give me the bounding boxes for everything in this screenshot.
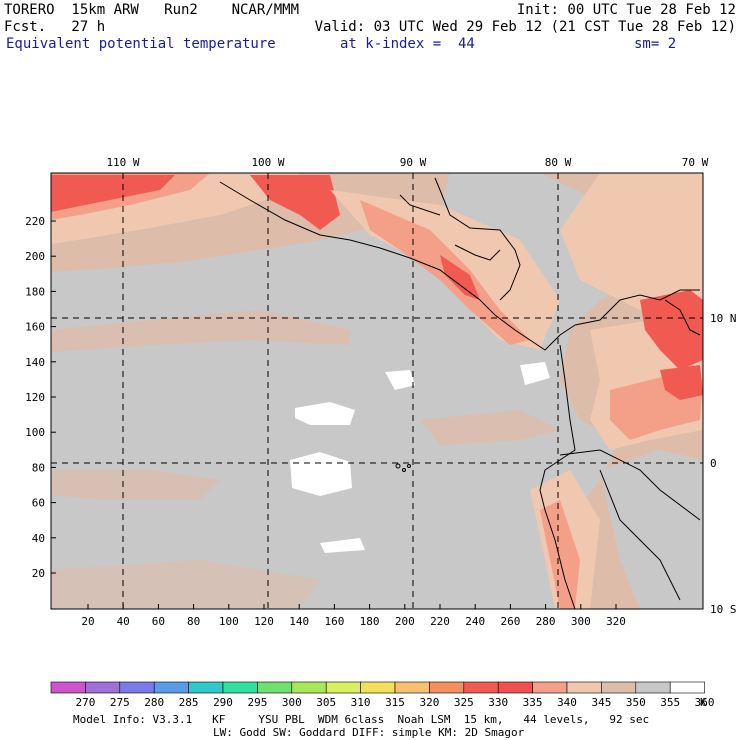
y-tick-label: 180 <box>25 285 45 298</box>
x-tick-label: 40 <box>117 615 130 628</box>
y-tick-label: 60 <box>32 497 45 510</box>
y-tick-label: 80 <box>32 461 45 474</box>
colorbar-label: 335 <box>523 696 543 709</box>
colorbar-swatch <box>188 681 224 694</box>
model-info-line2: LW: Godd SW: Goddard DIFF: simple KM: 2D… <box>213 726 525 739</box>
x-tick-label: 20 <box>81 615 94 628</box>
x-tick-label: 200 <box>395 615 415 628</box>
colorbar: 270 275 280 285 290 295 300 305 310 315 320 325 330 3… <box>50 681 715 709</box>
x-tick-label: 280 <box>536 615 556 628</box>
x-tick-label: 60 <box>152 615 165 628</box>
x-tick-label: 260 <box>500 615 520 628</box>
latitude-label: 0 <box>710 457 717 470</box>
level-index: at k-index = 44 <box>340 36 475 52</box>
colorbar-unit: K <box>700 696 707 709</box>
colorbar-swatch <box>222 681 258 694</box>
x-tick-label: 300 <box>571 615 591 628</box>
y-tick-label: 160 <box>25 321 45 334</box>
x-tick-label: 320 <box>606 615 626 628</box>
coastlines <box>219 177 701 609</box>
colorbar-swatch <box>119 681 155 694</box>
graticule <box>51 173 703 609</box>
colorbar-swatch <box>669 681 705 694</box>
forecast-hour: Fcst. 27 h <box>4 19 106 35</box>
colorbar-swatch <box>463 681 499 694</box>
shaded-field <box>51 173 703 609</box>
x-tick-label: 160 <box>324 615 344 628</box>
colorbar-swatch <box>566 681 602 694</box>
longitude-label: 110 W <box>106 156 139 169</box>
colorbar-label: 300 <box>282 696 302 709</box>
colorbar-swatch <box>532 681 568 694</box>
longitude-label: 70 W <box>682 156 709 169</box>
colorbar-swatch <box>85 681 121 694</box>
latitude-label: 10 N <box>710 312 737 325</box>
y-tick-label: 220 <box>25 215 45 228</box>
longitude-label: 100 W <box>251 156 284 169</box>
colorbar-swatch <box>429 681 465 694</box>
colorbar-swatch <box>257 681 293 694</box>
smoothing: sm= 2 <box>634 36 677 52</box>
colorbar-label: 295 <box>247 696 267 709</box>
colorbar-label: 325 <box>454 696 474 709</box>
colorbar-label: 285 <box>179 696 199 709</box>
longitude-label: 80 W <box>545 156 572 169</box>
y-tick-label: 100 <box>25 426 45 439</box>
x-tick-label: 180 <box>360 615 380 628</box>
colorbar-swatch <box>291 681 327 694</box>
x-tick-label: 120 <box>254 615 274 628</box>
x-tick-label: 100 <box>219 615 239 628</box>
field-name: Equivalent potential temperature <box>6 36 276 52</box>
y-tick-label: 140 <box>25 356 45 369</box>
plot-frame <box>50 172 704 610</box>
y-tick-label: 120 <box>25 391 45 404</box>
colorbar-swatch <box>394 681 430 694</box>
colorbar-label: 310 <box>351 696 371 709</box>
colorbar-label: 340 <box>557 696 577 709</box>
colorbar-label: 270 <box>75 696 95 709</box>
colorbar-label: 275 <box>110 696 130 709</box>
colorbar-label: 350 <box>626 696 646 709</box>
y-tick-label: 40 <box>32 532 45 545</box>
x-tick-label: 80 <box>187 615 200 628</box>
colorbar-label: 360 <box>695 696 715 709</box>
x-tick-label: 220 <box>430 615 450 628</box>
x-tick-label: 240 <box>465 615 485 628</box>
colorbar-label: 305 <box>316 696 336 709</box>
model-info-line1: Model Info: V3.3.1 KF YSU PBL WDM 6class… <box>73 713 650 726</box>
latitude-label: 10 S <box>710 603 737 616</box>
colorbar-label: 290 <box>213 696 233 709</box>
colorbar-label: 280 <box>144 696 164 709</box>
colorbar-label: 320 <box>419 696 439 709</box>
valid-time: Valid: 03 UTC Wed 29 Feb 12 (21 CST Tue … <box>314 19 736 35</box>
colorbar-label: 330 <box>488 696 508 709</box>
colorbar-swatch <box>497 681 533 694</box>
colorbar-label: 355 <box>660 696 680 709</box>
colorbar-swatch <box>635 681 671 694</box>
colorbar-swatch <box>360 681 396 694</box>
colorbar-swatch <box>601 681 637 694</box>
model-title: TORERO 15km ARW Run2 NCAR/MMM <box>4 2 300 18</box>
colorbar-swatch <box>325 681 361 694</box>
longitude-label: 90 W <box>400 156 427 169</box>
colorbar-swatch <box>50 681 86 694</box>
init-time: Init: 00 UTC Tue 28 Feb 12 <box>516 2 736 18</box>
colorbar-swatch <box>153 681 189 694</box>
colorbar-label: 315 <box>385 696 405 709</box>
y-tick-label: 200 <box>25 250 45 263</box>
colorbar-label: 345 <box>591 696 611 709</box>
x-tick-label: 140 <box>289 615 309 628</box>
y-tick-label: 20 <box>32 567 45 580</box>
